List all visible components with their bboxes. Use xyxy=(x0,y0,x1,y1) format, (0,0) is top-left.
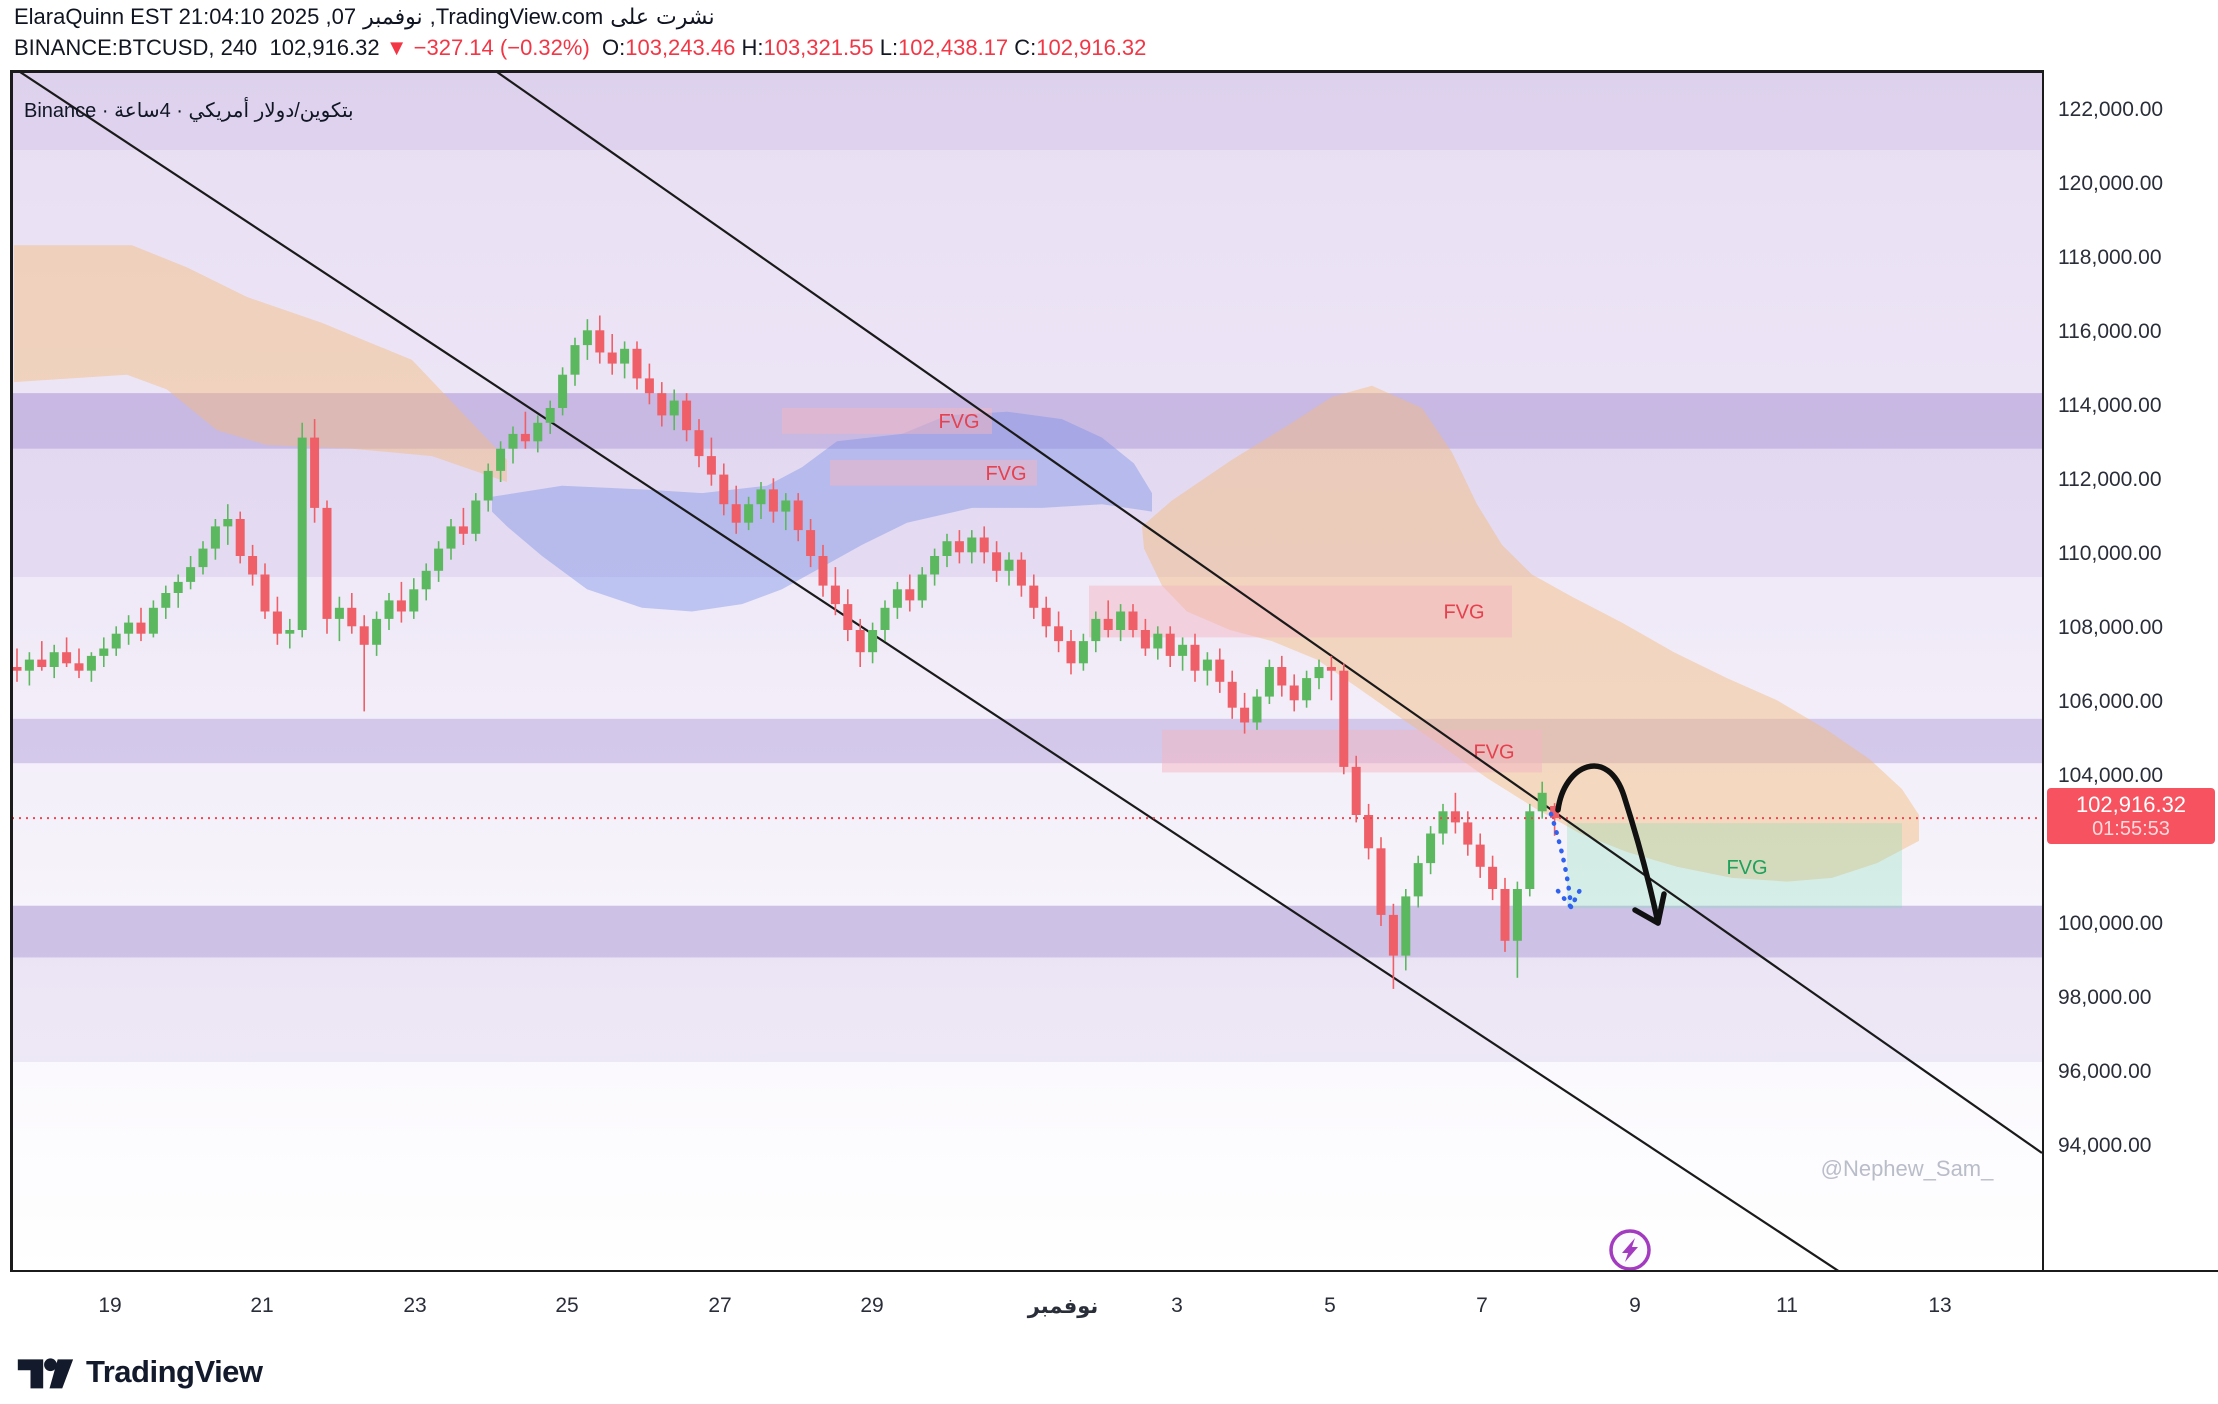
fvg-label: FVG xyxy=(1443,602,1484,624)
symbol-line-segment: 103,321.55 xyxy=(763,35,880,60)
bar-countdown: 01:55:53 xyxy=(2092,818,2170,841)
symbol-line-segment: O: xyxy=(602,35,626,60)
price-axis-label: 100,000.00 xyxy=(2058,912,2164,935)
time-axis-label[interactable]: 9 xyxy=(1629,1294,1641,1317)
projection-arrowhead xyxy=(1555,885,1584,912)
price-axis-label: 118,000.00 xyxy=(2058,246,2162,269)
fvg-label: FVG xyxy=(985,463,1026,485)
last-price-tag: 102,916.32 01:55:53 xyxy=(2047,788,2215,845)
symbol-legend: Binance · بتكوين/دولار أمريكي · 4ساعة xyxy=(24,100,354,122)
price-axis-label: 96,000.00 xyxy=(2058,1060,2152,1083)
drawn-curved-arrow[interactable] xyxy=(1555,763,1661,926)
ichimoku-cloud-orange xyxy=(1142,385,1919,882)
supply-demand-band xyxy=(12,718,2044,764)
channel-line-upper[interactable] xyxy=(496,71,2043,1154)
price-axis-label: 110,000.00 xyxy=(2058,542,2162,565)
symbol-line-segment: C: xyxy=(1014,35,1037,60)
price-axis-label: 122,000.00 xyxy=(2058,98,2164,121)
price-axis-label: 116,000.00 xyxy=(2058,320,2162,343)
publish-on: على xyxy=(610,4,649,29)
fvg-box-green xyxy=(1567,823,1902,909)
header: ElaraQuinn EST 21:04:10 2025 ,07 نوفمبر ,T… xyxy=(14,4,2204,61)
price-axis-label: 114,000.00 xyxy=(2058,394,2162,417)
symbol-line-segment: H: xyxy=(741,35,764,60)
publish-month: نوفمبر xyxy=(363,4,423,29)
lightning-bolt-icon xyxy=(1622,1238,1638,1262)
time-axis-label[interactable]: 7 xyxy=(1476,1294,1488,1317)
time-axis[interactable]: 19 21 23 25 27 29 نوفمبر 3 5 7 9 11 13 xyxy=(10,1270,2218,1345)
price-axis-label: 104,000.00 xyxy=(2058,764,2164,787)
fvg-box-red xyxy=(830,459,1037,486)
publish-site: ,TradingView.com xyxy=(429,4,604,29)
time-axis-label[interactable]: 13 xyxy=(1928,1294,1952,1317)
candlestick-series xyxy=(12,315,1560,989)
price-axis-label: 94,000.00 xyxy=(2058,1134,2152,1157)
fvg-label: FVG xyxy=(1473,741,1514,763)
footer: TradingView xyxy=(16,1350,263,1394)
fvg-box-red xyxy=(782,408,992,434)
symbol-line-segment: L: xyxy=(879,35,899,60)
publish-user-time: ElaraQuinn EST 21:04:10 2025 ,07 xyxy=(14,4,357,29)
time-axis-label[interactable]: 5 xyxy=(1324,1294,1336,1317)
fvg-label: FVG xyxy=(1726,857,1767,879)
time-axis-label[interactable]: 27 xyxy=(708,1294,732,1317)
symbol-ohlc-line: BINANCE:BTCUSD, 240 102,916.32 ▼ −327.14… xyxy=(14,35,2204,61)
shade-zone xyxy=(12,906,2044,1062)
fvg-box-red xyxy=(1089,585,1512,638)
price-axis[interactable]: 122,000.00 120,000.00 118,000.00 116,000.00… xyxy=(2042,70,2218,1270)
tradingview-logo-icon xyxy=(17,1358,74,1389)
ichimoku-cloud-orange xyxy=(14,245,507,482)
channel-line-lower[interactable] xyxy=(16,70,1841,1272)
supply-demand-band xyxy=(12,905,2044,958)
drawn-arrowhead xyxy=(1632,891,1667,926)
time-axis-label[interactable]: 19 xyxy=(98,1294,122,1317)
time-axis-label[interactable]: 21 xyxy=(250,1294,274,1317)
last-price-value: 102,916.32 xyxy=(2075,792,2187,818)
time-axis-label[interactable]: 11 xyxy=(1776,1294,1798,1317)
supply-demand-band xyxy=(12,393,2044,449)
symbol-line-segment: BINANCE:BTCUSD, 240 xyxy=(14,35,270,60)
symbol-line-segment: ▼ xyxy=(385,35,408,60)
symbol-line-segment: 102,438.17 xyxy=(898,35,1015,60)
price-axis-label: 108,000.00 xyxy=(2058,616,2164,639)
price-axis-label: 98,000.00 xyxy=(2058,986,2152,1009)
price-axis-label: 106,000.00 xyxy=(2058,690,2164,713)
price-axis-label: 112,000.00 xyxy=(2058,468,2162,491)
plot-border xyxy=(11,71,2044,1272)
publish-info: ElaraQuinn EST 21:04:10 2025 ,07 نوفمبر ,T… xyxy=(14,4,2204,30)
watermark: @Nephew_Sam_ xyxy=(1820,1156,1994,1181)
time-axis-label[interactable]: 25 xyxy=(555,1294,579,1317)
price-axis-label: 120,000.00 xyxy=(2058,172,2164,195)
shade-zone xyxy=(12,72,2044,150)
publish-published: نشرت xyxy=(655,4,715,29)
projection-dotted-arrow[interactable] xyxy=(1548,811,1574,910)
fvg-box-red xyxy=(1162,729,1542,773)
chart-plot-area[interactable]: FVG FVG FVG FVG FVG Binance · بتكوين/دولار أ… xyxy=(10,70,2044,1272)
time-axis-label[interactable]: 29 xyxy=(860,1294,884,1317)
symbol-line-segment: 103,243.46 xyxy=(625,35,742,60)
symbol-line-segment: 102,916.32 xyxy=(1036,35,1147,60)
fvg-label: FVG xyxy=(938,411,979,433)
time-axis-month-label[interactable]: نوفمبر xyxy=(1027,1295,1099,1318)
tradingview-logo-text: TradingView xyxy=(86,1354,263,1389)
time-axis-label[interactable]: 3 xyxy=(1171,1294,1183,1317)
symbol-line-segment: 102,916.32 xyxy=(269,35,386,60)
symbol-line-segment: −327.14 (−0.32%) xyxy=(407,35,602,60)
time-axis-label[interactable]: 23 xyxy=(403,1294,427,1317)
